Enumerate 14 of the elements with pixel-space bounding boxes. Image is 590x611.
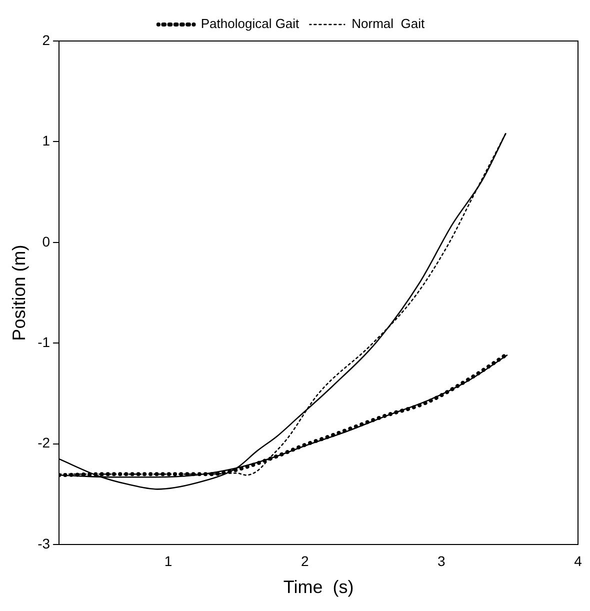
legend-label: Pathological Gait xyxy=(200,16,300,32)
x-tick-label: 2 xyxy=(300,552,309,569)
y-tick-label: 0 xyxy=(42,233,50,250)
legend-label: Normal Gait xyxy=(352,16,426,32)
y-tick-label: -2 xyxy=(38,434,50,451)
y-tick-label: 2 xyxy=(42,32,50,48)
x-tick-label: 4 xyxy=(574,552,582,569)
y-tick-label: -3 xyxy=(38,535,50,552)
x-axis-title: Time (s) xyxy=(283,577,354,598)
y-tick-label: 1 xyxy=(42,132,50,149)
x-tick-label: 3 xyxy=(438,552,446,569)
x-tick-label: 1 xyxy=(164,552,172,569)
y-tick-label: -1 xyxy=(38,334,50,350)
y-axis-title: Position (m) xyxy=(8,244,29,341)
